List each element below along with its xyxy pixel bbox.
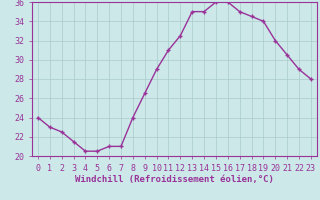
X-axis label: Windchill (Refroidissement éolien,°C): Windchill (Refroidissement éolien,°C) bbox=[75, 175, 274, 184]
